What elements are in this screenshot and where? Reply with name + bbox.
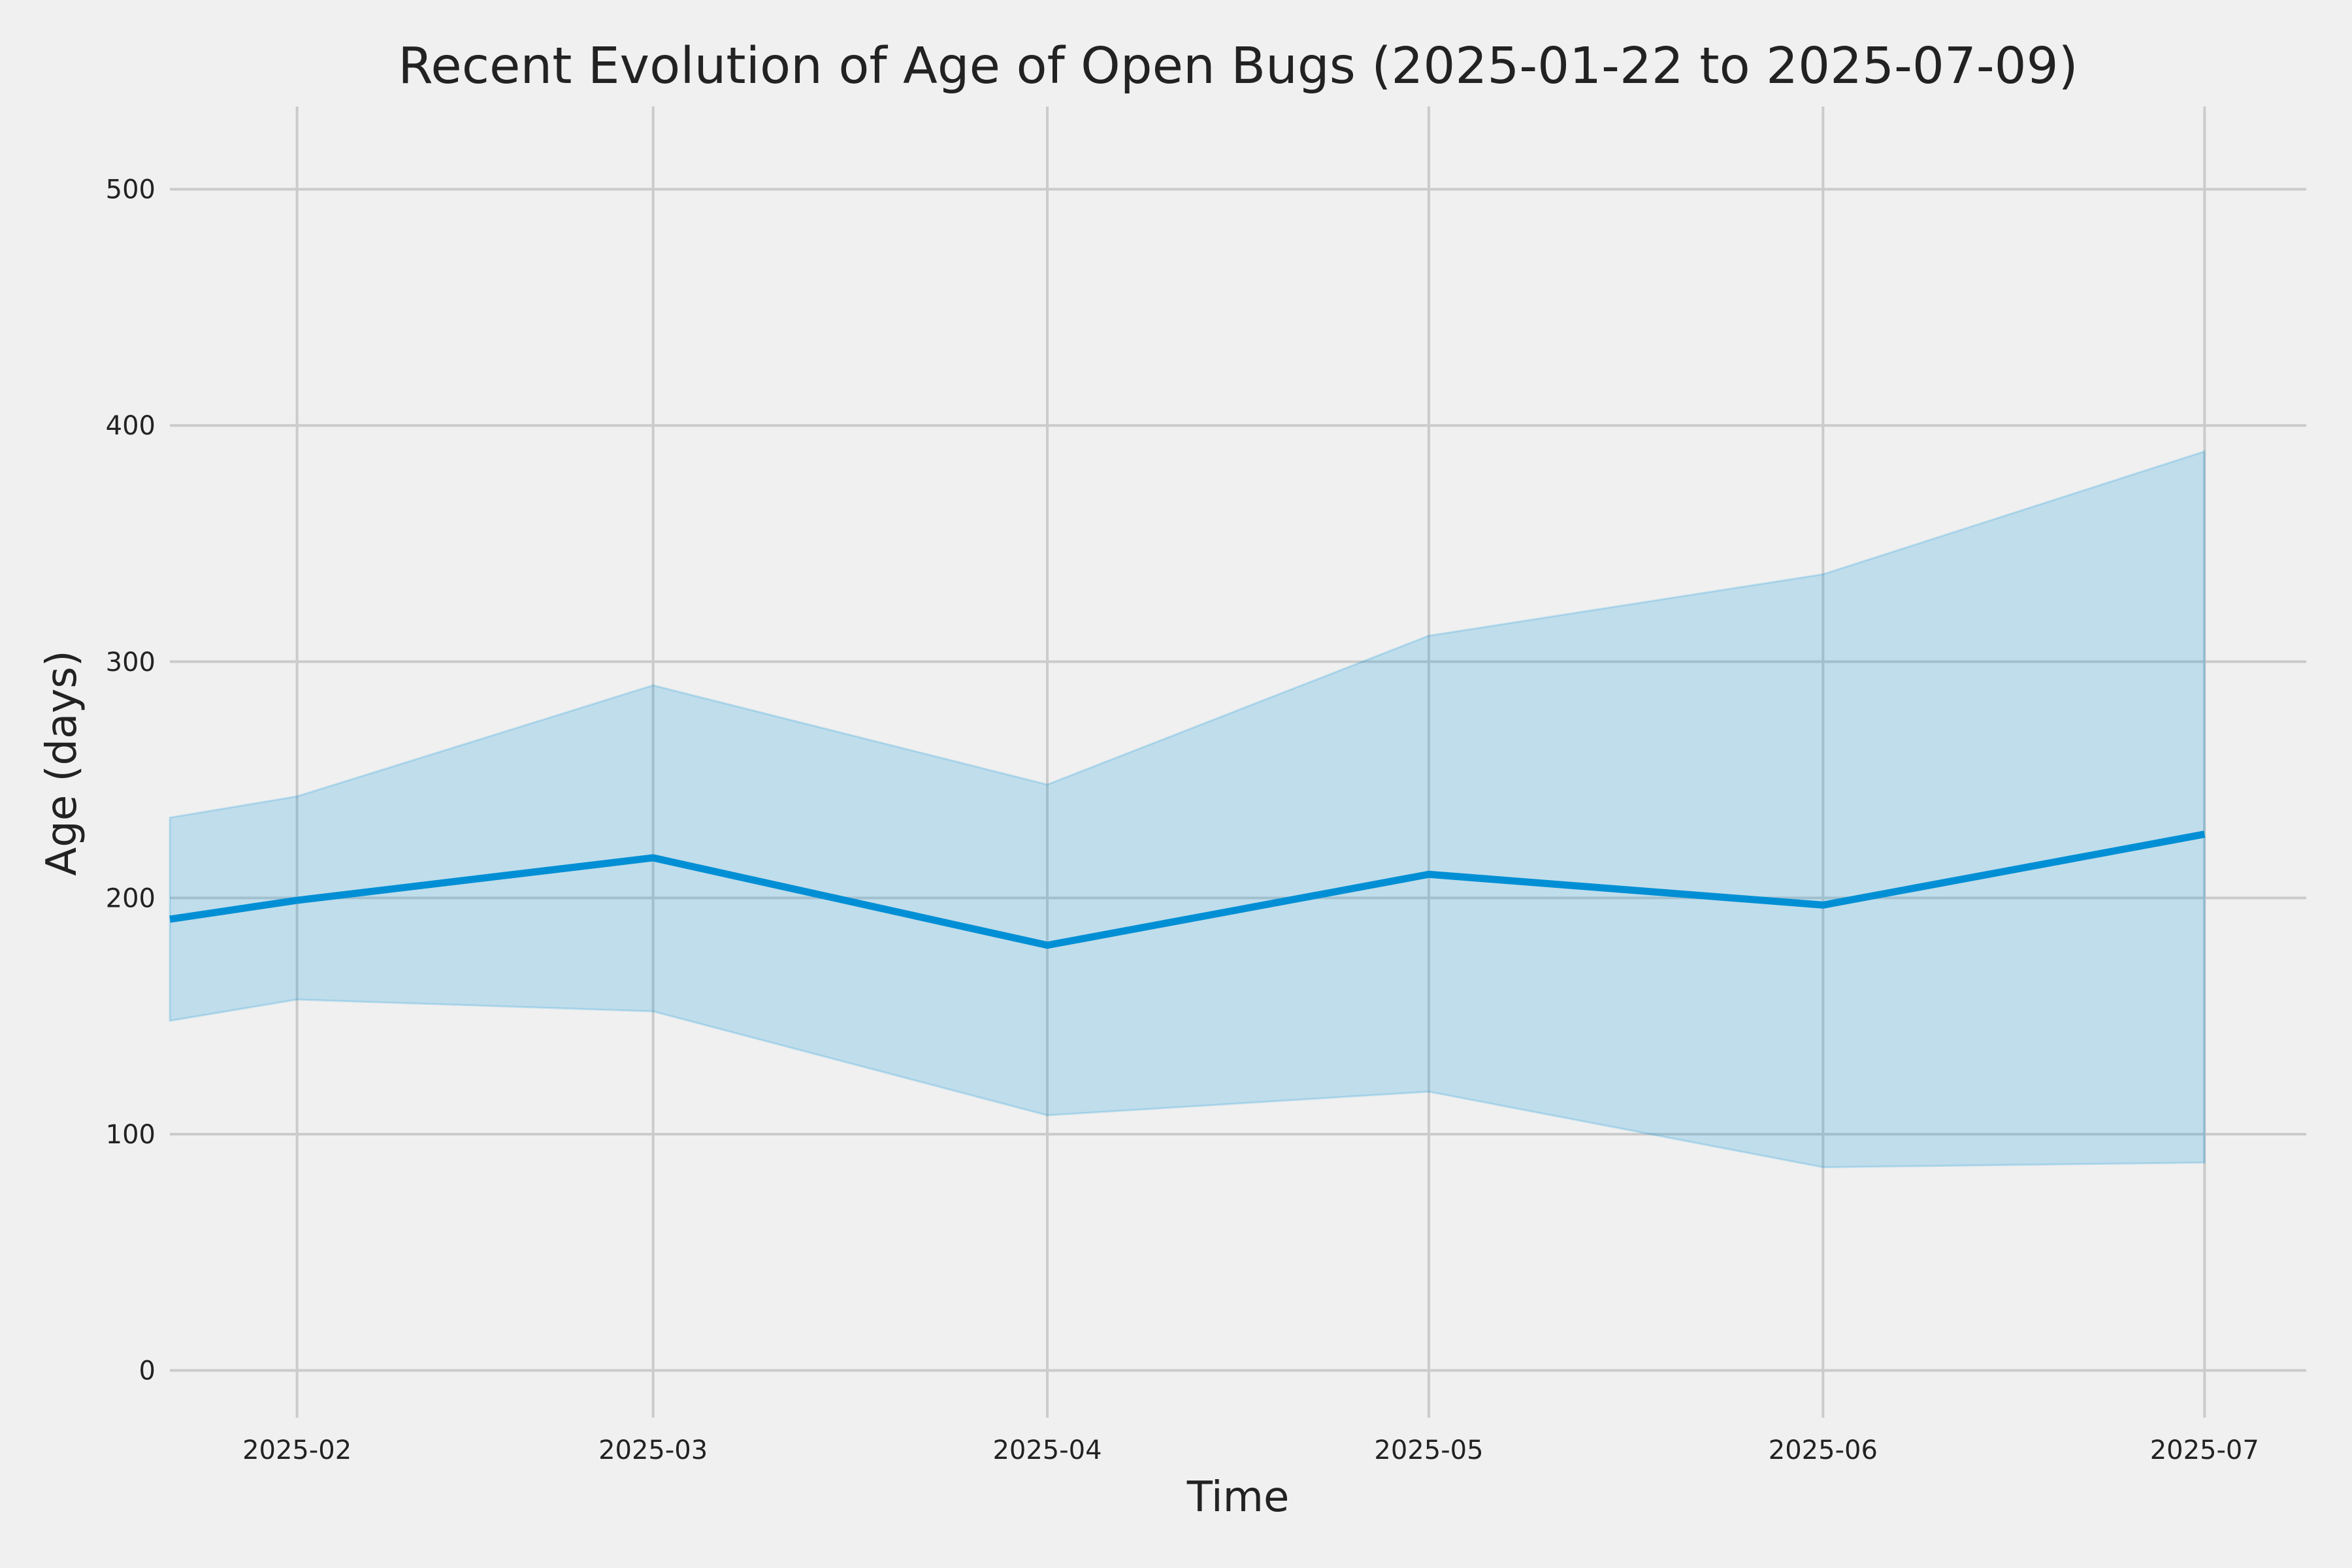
y-axis-label: Age (days) — [38, 650, 86, 875]
x-axis-label: Time — [1186, 1473, 1290, 1522]
x-tick-label: 2025-07 — [2150, 1435, 2259, 1465]
series-line — [169, 830, 2206, 949]
x-tick-label: 2025-03 — [598, 1435, 708, 1465]
chart-title: Recent Evolution of Age of Open Bugs (20… — [398, 37, 2078, 95]
x-tick-label: 2025-06 — [1769, 1435, 1878, 1465]
x-tick-label: 2025-04 — [992, 1435, 1102, 1465]
y-tick-label: 100 — [106, 1120, 155, 1150]
y-tick-label: 500 — [106, 175, 155, 205]
range-band-area — [169, 449, 2206, 1169]
y-tick-label: 300 — [106, 647, 155, 678]
x-tick-label: 2025-02 — [242, 1435, 351, 1465]
y-axis-ticks: 0 100 200 300 400 500 — [106, 175, 155, 1386]
x-axis-ticks: 2025-02 2025-03 2025-04 2025-05 2025-06 2025-… — [242, 1435, 2259, 1465]
y-tick-label: 200 — [106, 883, 155, 913]
y-tick-label: 0 — [139, 1356, 155, 1386]
grid — [170, 106, 2306, 1418]
range-band — [169, 449, 2206, 1169]
x-tick-label: 2025-05 — [1374, 1435, 1483, 1465]
series-lines — [169, 830, 2206, 949]
y-tick-label: 400 — [106, 411, 155, 441]
